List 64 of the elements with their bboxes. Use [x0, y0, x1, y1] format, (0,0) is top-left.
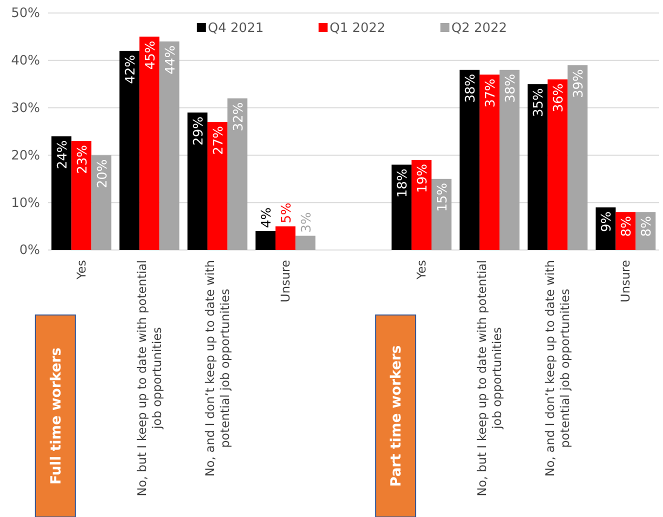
legend-label: Q4 2021 — [208, 21, 264, 36]
x-tick-label: Yes — [74, 260, 88, 280]
text: Part time workers — [388, 345, 405, 487]
y-tick-label: 50% — [11, 6, 40, 22]
bar — [500, 70, 520, 250]
data-label: 36% — [552, 83, 567, 112]
legend-label: Q1 2022 — [330, 21, 386, 36]
bar — [159, 41, 180, 250]
data-label: 24% — [55, 140, 70, 170]
data-label: 29% — [191, 116, 206, 146]
data-label: 42% — [123, 54, 138, 84]
x-tick-label: No, and I don’t keep up to date with potential job opportunities — [202, 260, 232, 477]
bar — [207, 122, 228, 250]
bar — [460, 70, 480, 250]
data-label: 23% — [75, 144, 90, 174]
bar — [480, 74, 500, 250]
bar — [392, 164, 412, 250]
data-label: 8% — [640, 216, 655, 237]
y-tick-label: 10% — [11, 196, 40, 211]
x-tick-label: No, and I don’t keep up to date with potential job opportunities — [543, 260, 572, 477]
bar — [227, 98, 248, 250]
data-label: 18% — [396, 168, 411, 198]
data-label: 15% — [436, 182, 450, 212]
data-label: 37% — [484, 78, 499, 108]
data-label: 4% — [260, 207, 274, 228]
data-label: 44% — [163, 45, 178, 74]
bar — [568, 65, 588, 250]
y-tick-label: 40% — [11, 54, 40, 69]
data-label: 5% — [279, 202, 294, 224]
x-tick-label: No, but I keep up to date with potential job opportunities — [134, 260, 164, 496]
data-label: 32% — [231, 102, 246, 132]
bar — [139, 36, 160, 250]
text: Full time workers — [48, 348, 64, 484]
bar — [91, 155, 112, 250]
x-tick-label: Yes — [414, 260, 429, 280]
bar — [412, 160, 432, 250]
data-label: 27% — [211, 126, 226, 155]
bar — [187, 112, 208, 250]
bar — [432, 178, 452, 250]
data-label: 45% — [143, 40, 158, 70]
legend-label: Q2 2022 — [451, 21, 508, 36]
bar — [119, 50, 140, 250]
data-label: 19% — [416, 164, 431, 193]
x-tick-label: Unsure — [278, 260, 292, 302]
data-label: 38% — [464, 74, 479, 103]
data-label: 39% — [572, 69, 587, 98]
data-label: 8% — [620, 216, 635, 237]
data-label: 38% — [504, 74, 519, 103]
data-label: 9% — [600, 211, 615, 232]
data-label: 3% — [299, 212, 314, 233]
data-label: 35% — [532, 88, 547, 118]
bar — [548, 79, 568, 250]
data-label: 20% — [95, 159, 110, 188]
y-tick-label: 20% — [11, 148, 40, 164]
bar — [528, 84, 548, 250]
bar — [275, 226, 296, 250]
bar — [71, 140, 92, 250]
y-tick-label: 30% — [11, 100, 40, 116]
bar — [295, 236, 316, 250]
bar — [51, 136, 72, 250]
x-tick-label: Unsure — [618, 260, 633, 302]
bar — [256, 231, 276, 250]
y-tick-label: 0% — [19, 243, 40, 258]
x-tick-label: No, but I keep up to date with potential job opportunities — [475, 260, 504, 496]
